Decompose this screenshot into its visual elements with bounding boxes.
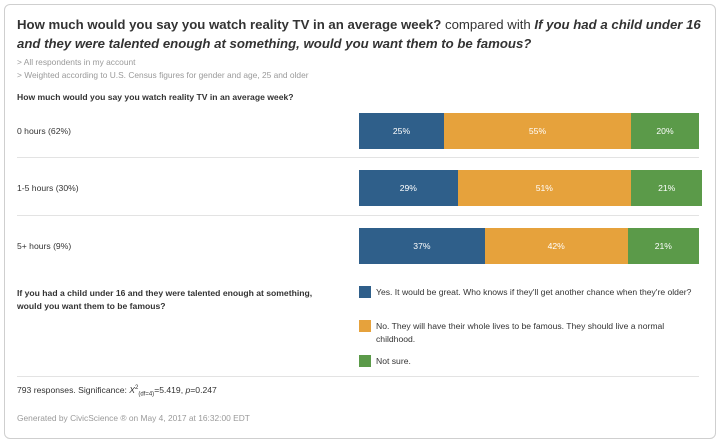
data-label: 55% [528, 126, 547, 136]
row-divider [17, 157, 699, 158]
category-label: 0 hours (62%) [17, 126, 71, 136]
bar-segment: 55% [444, 113, 631, 149]
legend-swatch [359, 320, 371, 332]
p-label: p [185, 385, 191, 395]
title-compared-with: compared with [441, 17, 535, 32]
legend-label: No. They will have their whole lives to … [376, 321, 665, 344]
significance-stats: 793 responses. Significance: X2(df=4)=5.… [17, 385, 217, 398]
column-question-label: If you had a child under 16 and they wer… [17, 288, 313, 311]
p-value: =0.247 [190, 385, 217, 395]
bar-segment: 21% [627, 228, 699, 264]
chart-title: How much would you say you watch reality… [17, 15, 707, 53]
category-label: 5+ hours (9%) [17, 241, 72, 251]
stats-prefix: 793 responses. Significance: [17, 385, 130, 395]
generated-footer: Generated by CivicScience ® on May 4, 20… [17, 413, 250, 423]
data-label: 37% [413, 241, 431, 251]
filter-item: > Weighted according to U.S. Census figu… [17, 70, 309, 80]
filter-item: > All respondents in my account [17, 57, 136, 67]
bar-segment: 25% [359, 113, 444, 149]
chi-symbol: X [129, 385, 135, 395]
legend-label: Yes. It would be great. Who knows if the… [376, 287, 692, 297]
data-label: 25% [392, 126, 411, 136]
data-label: 21% [658, 183, 676, 193]
footer-divider [17, 376, 699, 377]
bar-segment: 37% [359, 228, 485, 264]
bar-segment: 42% [484, 228, 628, 264]
data-label: 29% [399, 183, 417, 193]
chi-value: =5.419, [154, 385, 186, 395]
legend-label: Not sure. [376, 356, 411, 366]
legend-swatch [359, 286, 371, 298]
data-label: 21% [654, 241, 672, 251]
row-divider [17, 215, 699, 216]
title-column-question: If you had a child under 16 and they wer… [17, 17, 701, 51]
chi-superscript: 2 [135, 385, 139, 392]
data-label: 42% [547, 241, 565, 251]
bar-segment: 29% [359, 170, 458, 206]
row-question-label: How much would you say you watch reality… [17, 92, 294, 102]
data-label: 51% [535, 183, 553, 193]
filter-list: > All respondents in my account > Weight… [17, 56, 309, 82]
chi-subscript: (df=4) [138, 391, 155, 398]
bar-segment: 21% [631, 170, 703, 206]
bar-segment: 51% [457, 170, 631, 206]
bar-segment: 20% [631, 113, 699, 149]
legend-swatch [359, 355, 371, 367]
category-label: 1-5 hours (30%) [17, 183, 79, 193]
data-label: 20% [656, 126, 674, 136]
title-row-question: How much would you say you watch reality… [17, 17, 442, 32]
